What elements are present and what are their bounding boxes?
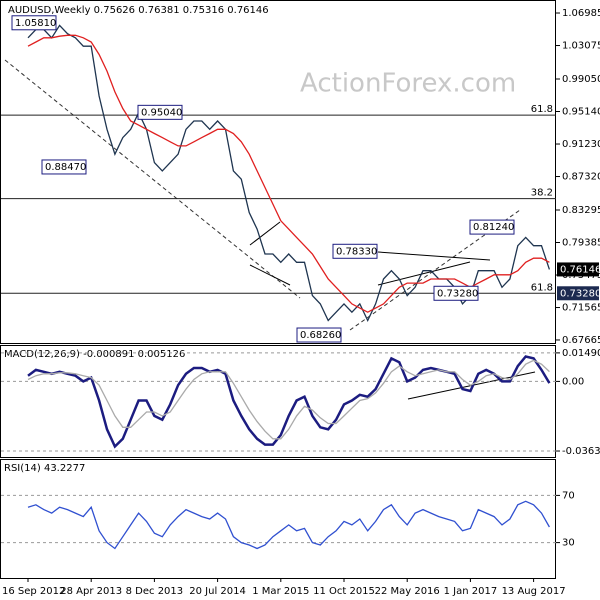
x-tick-label: 1 Mar 2015 — [252, 586, 309, 597]
price-marker-label: 0.76146 — [560, 264, 600, 275]
series-line — [27, 359, 550, 440]
x-tick-label: 22 May 2016 — [375, 586, 440, 597]
y-tick-label: 0.83295 — [562, 205, 600, 216]
annotation-label: 0.68260 — [300, 330, 341, 341]
series-line — [27, 500, 550, 550]
annotation-label: 0.95040 — [141, 107, 182, 118]
level-label: 61.8 — [531, 282, 553, 293]
price-marker — [557, 262, 599, 277]
y-tick-label: 1.06985 — [562, 8, 600, 19]
series-line — [27, 24, 551, 323]
trend-line — [377, 251, 491, 261]
x-tick-label: 11 Oct 2015 — [313, 586, 375, 597]
level-label: 38.2 — [531, 188, 553, 199]
macd-panel — [0, 345, 556, 458]
x-tick-label: 13 Aug 2017 — [502, 586, 566, 597]
y-tick-label: 0.71565 — [562, 303, 600, 314]
y-tick-label: 1.03075 — [562, 41, 600, 52]
price-marker-label: 0.73280 — [560, 288, 600, 299]
x-tick-label: 1 Jan 2017 — [444, 586, 498, 597]
annotation-label: 0.81240 — [473, 222, 514, 233]
annotation-box — [41, 159, 87, 175]
trend-line — [249, 221, 281, 246]
annotation-box — [433, 285, 479, 301]
annotation-label: 0.73280 — [437, 288, 478, 299]
macd-title: MACD(12,26,9) -0.000891 0.005126 — [4, 349, 185, 360]
trend-line — [249, 264, 291, 286]
y-tick-label: 0.87320 — [562, 172, 600, 183]
chart-title: AUDUSD,Weekly 0.75626 0.76381 0.75316 0.… — [8, 5, 269, 16]
trend-line — [4, 59, 301, 299]
annotation-label: 0.88470 — [45, 162, 86, 173]
x-tick-label: 16 Sep 2012 — [2, 586, 65, 597]
annotation-box — [469, 219, 515, 235]
annotation-label: 1.05810 — [15, 18, 56, 29]
rsi-title: RSI(14) 43.2277 — [4, 463, 85, 474]
y-tick-label: 0.95140 — [562, 107, 600, 118]
annotation-box — [332, 243, 378, 259]
y-tick-label: 0.91230 — [562, 139, 600, 150]
x-tick-label: 8 Dec 2013 — [126, 586, 184, 597]
rsi-panel — [0, 459, 556, 579]
y-tick-label: 70 — [562, 490, 575, 501]
y-tick-label: 0.00 — [562, 376, 584, 387]
y-tick-label: -0.036374 — [562, 446, 600, 457]
annotation-label: 0.78330 — [336, 246, 377, 257]
annotation-box — [137, 104, 183, 120]
price-marker — [557, 286, 599, 301]
y-tick-label: 0.014902 — [562, 348, 600, 359]
x-tick-label: 20 Jul 2014 — [189, 586, 246, 597]
y-tick-label: 0.79385 — [562, 238, 600, 249]
series-line — [27, 355, 551, 449]
y-tick-label: 0.67665 — [562, 335, 600, 346]
watermark: ActionForex.com — [300, 69, 516, 99]
y-tick-label: 0.99050 — [562, 74, 600, 85]
y-tick-label: 30 — [562, 538, 575, 549]
series-line — [27, 34, 550, 313]
annotation-box — [296, 327, 342, 343]
level-label: 61.8 — [531, 104, 553, 115]
trend-line — [377, 261, 471, 286]
x-tick-label: 28 Apr 2013 — [60, 586, 122, 597]
annotation-box — [11, 15, 57, 31]
